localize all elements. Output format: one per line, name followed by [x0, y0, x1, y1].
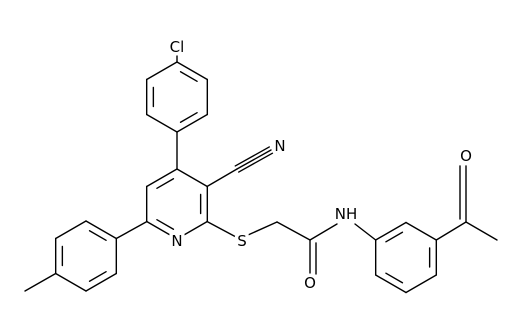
- bond: [238, 152, 274, 173]
- atom-label: N: [274, 137, 285, 155]
- bond: [206, 168, 238, 188]
- bond: [176, 113, 209, 133]
- bond: [309, 223, 338, 241]
- bond: [206, 220, 237, 238]
- atom-label: S: [237, 232, 247, 250]
- bond: [88, 230, 107, 242]
- bond: [179, 71, 198, 83]
- bond: [465, 221, 498, 241]
- bond: [145, 168, 178, 188]
- bond: [405, 274, 438, 294]
- bond: [85, 272, 118, 292]
- bond: [156, 178, 175, 190]
- bond: [405, 221, 438, 241]
- bond: [385, 272, 404, 284]
- bond: [236, 149, 272, 170]
- bond: [385, 231, 404, 243]
- bond: [88, 270, 107, 282]
- bonds: [24, 54, 498, 294]
- bond: [85, 220, 118, 240]
- bond: [435, 221, 467, 241]
- bond: [179, 111, 198, 123]
- bond: [156, 218, 175, 230]
- bond: [54, 220, 87, 240]
- bond: [374, 274, 407, 294]
- bond: [54, 272, 87, 292]
- atom-labels: Cl N N S O NH O: [166, 35, 475, 296]
- bond: [247, 221, 278, 236]
- bond: [234, 146, 270, 167]
- atom-label: NH: [335, 205, 358, 223]
- bond: [176, 168, 209, 188]
- bond: [145, 113, 178, 133]
- atom-label: Cl: [170, 38, 185, 56]
- bond: [354, 223, 377, 241]
- bond: [145, 61, 178, 81]
- atom-label: O: [460, 147, 472, 165]
- bond: [176, 61, 209, 81]
- bond: [24, 272, 57, 292]
- bond: [115, 220, 148, 240]
- atom-label: N: [171, 232, 182, 250]
- bond: [374, 221, 407, 241]
- bond: [145, 220, 178, 240]
- atom-label: O: [304, 274, 316, 292]
- bond: [276, 221, 311, 241]
- bond: [176, 220, 209, 240]
